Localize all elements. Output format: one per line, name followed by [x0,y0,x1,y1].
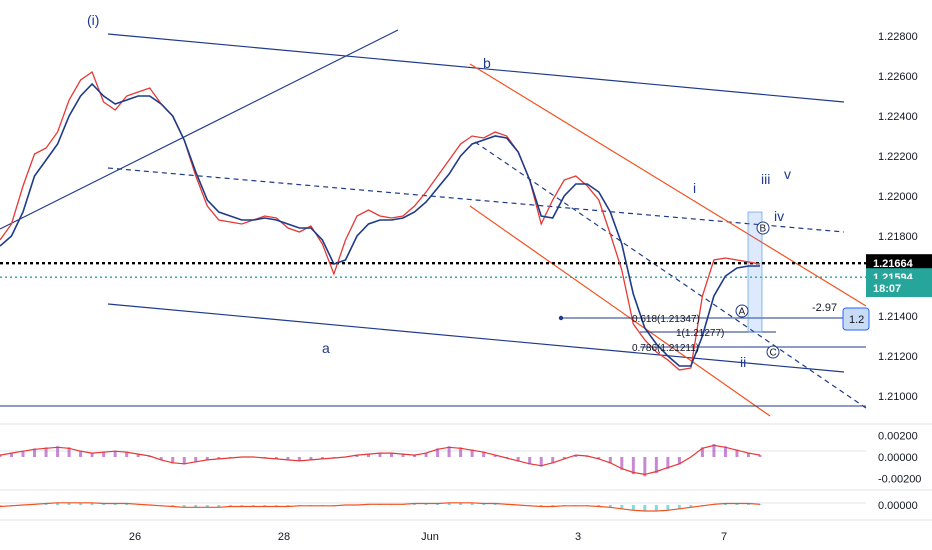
price-series-0[interactable] [0,70,761,371]
price-series-layer [0,70,761,371]
price-tag-0: 1.21664 [873,258,914,270]
orange-channel-upper[interactable] [469,63,867,307]
trendline-dashed-upper[interactable] [107,167,845,233]
marker-a-label: A [739,307,746,318]
osc1-tick-1: 0.00000 [878,452,918,464]
price-tick-6: 1.21400 [878,311,918,323]
value-annotation: -2.97 [812,302,837,314]
price-tick-0: 1.22800 [878,31,918,43]
time-tick-3: 3 [575,531,581,543]
oscillator-1-layer [0,444,762,477]
osc1-signal-line[interactable] [0,444,761,476]
osc2-tick-0: 0.00000 [878,500,918,512]
fib-label-0786: 0.786(1.21211) [632,343,699,354]
trendline-rising[interactable] [0,29,399,230]
oscillator-2-layer [0,502,762,512]
abc-markers: A B C [735,221,780,359]
fib-anchor-dot[interactable] [558,315,564,321]
drawings-layer [0,29,870,417]
marker-c-label: C [770,348,777,359]
price-tick-7: 1.21200 [878,351,918,363]
price-tag-2: 18:07 [873,283,901,295]
channel-lower-line[interactable] [107,303,845,373]
price-tick-8: 1.21000 [878,391,918,403]
wave-label-v[interactable]: v [784,166,791,182]
oscillator-axis-ticks: 0.00200 0.00000 -0.00200 0.00000 [878,431,921,512]
time-tick-1: 28 [278,531,290,543]
wave-label-iv[interactable]: iv [774,208,784,224]
wave-label-i[interactable]: i [693,180,696,196]
highlight-box[interactable] [747,211,763,333]
price-box-text: 1.2 [849,314,864,326]
price-tag-bg-0 [866,254,932,273]
fib-label-0618: 0.618(1.21347) [632,314,700,325]
orange-channel-lower[interactable] [469,205,771,417]
wave-label-iii[interactable]: iii [761,171,770,187]
fib-label-1: 1(1.21277) [676,328,724,339]
price-tick-1: 1.22600 [878,71,918,83]
wave-label-i-paren[interactable]: (i) [87,12,99,28]
price-box-right[interactable] [842,307,870,331]
price-tag-bg-2 [866,279,932,297]
time-tick-0: 26 [129,531,141,543]
wave-labels: (i) b a i ii iii iv v [87,12,791,370]
time-axis-ticks: 26 28 Jun 3 7 [129,531,727,543]
price-tick-4: 1.22000 [878,191,918,203]
osc1-tick-0: 0.00200 [878,431,918,443]
wave-label-b[interactable]: b [483,55,491,71]
price-axis-ticks: 1.22800 1.22600 1.22400 1.22200 1.22000 1.218… [878,31,918,403]
trendline-dashed-lower[interactable] [474,141,867,409]
time-tick-4: 7 [721,531,727,543]
osc2-signal-line[interactable] [0,502,761,512]
wave-label-ii[interactable]: ii [740,354,746,370]
marker-b-label: B [760,224,767,235]
time-tick-2: Jun [421,531,439,543]
marker-a-circle[interactable] [735,304,749,318]
wave-label-a[interactable]: a [322,340,330,356]
marker-c-circle[interactable] [766,345,780,359]
price-tick-3: 1.22200 [878,151,918,163]
osc1-tick-2: -0.00200 [878,473,921,485]
price-tick-5: 1.21800 [878,231,918,243]
marker-b-circle[interactable] [756,221,770,235]
price-series-1[interactable] [0,82,760,367]
price-tick-2: 1.22400 [878,111,918,123]
